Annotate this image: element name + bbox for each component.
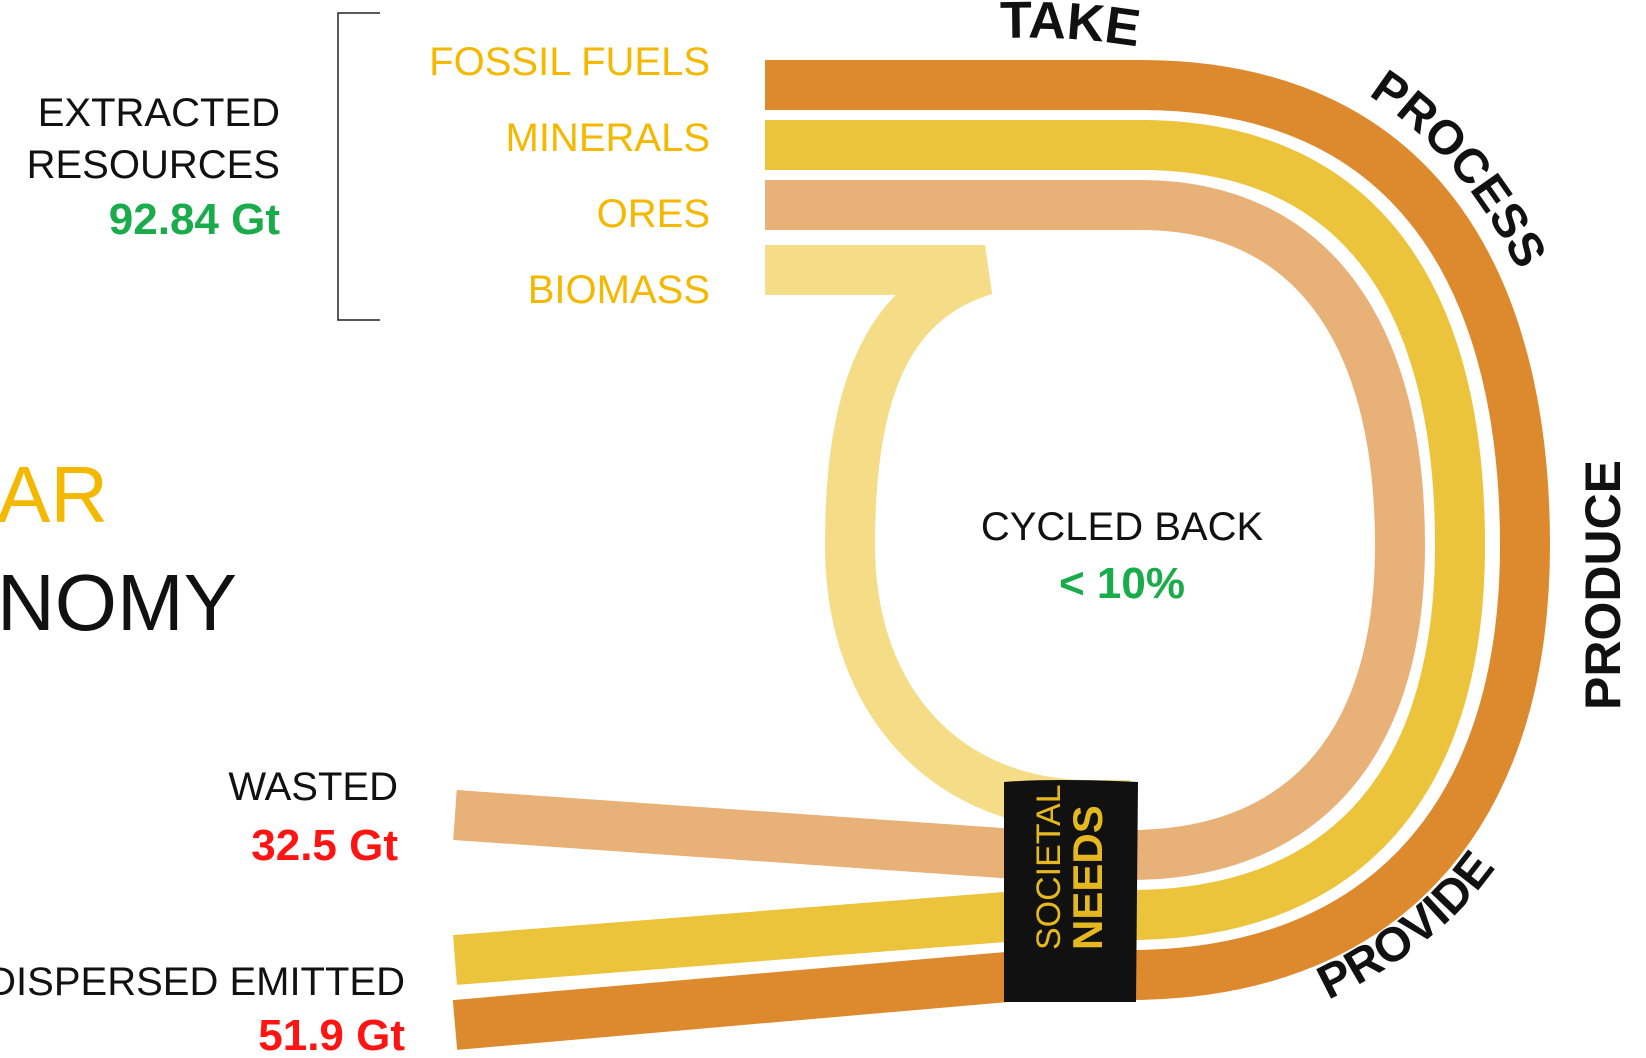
biomass-flow (765, 245, 1130, 830)
needs-label: NEEDS (1064, 805, 1111, 950)
title-line1: AR (0, 450, 108, 539)
societal-needs-band: SOCIETAL NEEDS (1004, 780, 1138, 1002)
fossil-fuels-flow (452, 60, 1551, 1050)
title-line2: NOMY (0, 558, 237, 647)
minerals-flow (453, 120, 1486, 985)
resource-label-ores: ORES (597, 192, 710, 236)
flow-bands (452, 60, 1551, 1050)
cycled-back-value: < 10% (1059, 559, 1185, 608)
resource-label-minerals: MINERALS (506, 116, 711, 160)
wasted-label: WASTED (228, 765, 398, 809)
societal-label: SOCIETAL (1030, 784, 1068, 950)
dispersed-emitted-label: DISPERSED EMITTED (0, 960, 405, 1004)
societal-needs-background (1004, 780, 1138, 1002)
stage-produce-label: PRODUCE (1575, 460, 1631, 710)
cycled-back-label: CYCLED BACK (981, 505, 1264, 549)
stage-take-label: TAKE (1000, 0, 1144, 58)
dispersed-emitted-value: 51.9 Gt (258, 1011, 405, 1058)
extracted-value: 92.84 Gt (109, 195, 281, 244)
ores-flow (453, 180, 1426, 880)
resource-label-fossil-fuels: FOSSIL FUELS (429, 40, 710, 84)
extracted-label-line2: RESOURCES (27, 143, 280, 187)
extracted-label-line1: EXTRACTED (38, 91, 280, 135)
resources-bracket (337, 12, 380, 321)
wasted-value: 32.5 Gt (251, 821, 398, 870)
resource-label-biomass: BIOMASS (528, 268, 710, 312)
